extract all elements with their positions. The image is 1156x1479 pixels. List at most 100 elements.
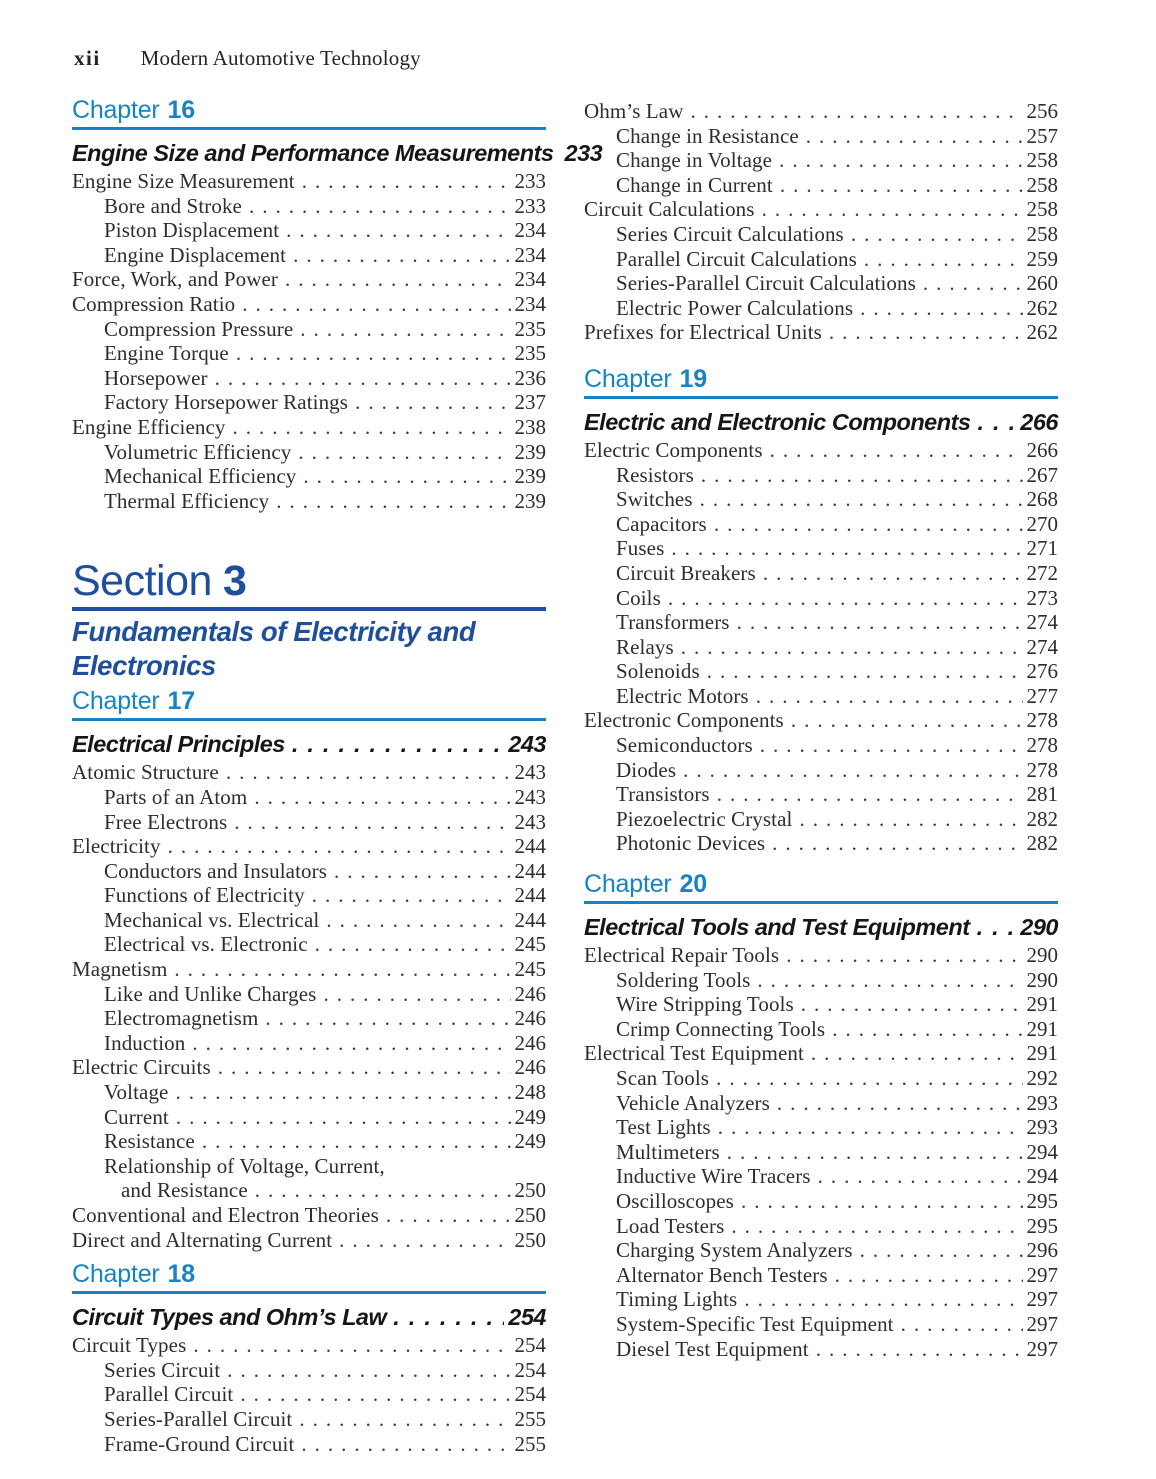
- toc-entry-page: 248: [514, 1080, 547, 1105]
- toc-entry: Resistors...............................…: [584, 463, 1058, 488]
- section-rule: [72, 607, 546, 612]
- toc-entry: Ohm’s Law...............................…: [584, 99, 1058, 124]
- toc-entry-page: 278: [1026, 757, 1059, 782]
- toc-entry-title: Alternator Bench Testers: [616, 1262, 828, 1287]
- toc-entry: Photonic Devices........................…: [584, 831, 1058, 856]
- dot-leader: ........................................…: [671, 536, 1022, 561]
- toc-entry-page: 246: [514, 1030, 547, 1055]
- toc-entry-page: 295: [1026, 1213, 1059, 1238]
- toc-entry-page: 282: [1026, 831, 1059, 856]
- toc-entry: Thermal Efficiency......................…: [72, 489, 546, 514]
- toc-entry-title: Electromagnetism: [104, 1006, 259, 1031]
- dot-leader: ........................................…: [755, 683, 1023, 708]
- toc-entry-page: 278: [1026, 708, 1059, 733]
- toc-entry-title: Switches: [616, 487, 693, 512]
- toc-entry-page: 234: [514, 267, 547, 292]
- dot-leader: ........................................…: [832, 1016, 1022, 1041]
- toc-entry-list: Engine Size Measurement.................…: [72, 169, 546, 513]
- toc-entry-title: Bore and Stroke: [104, 193, 242, 218]
- toc-entry-title: Change in Voltage: [616, 148, 773, 173]
- dot-leader: ........................................…: [300, 316, 511, 341]
- toc-entry: Conductors and Insulators...............…: [72, 859, 546, 884]
- toc-entry-page: 243: [514, 784, 547, 809]
- running-title: Modern Automotive Technology: [140, 46, 421, 70]
- toc-entry: Engine Displacement.....................…: [72, 243, 546, 268]
- dot-leader: ........................................…: [227, 1357, 510, 1382]
- toc-entry-page: 268: [1026, 487, 1059, 512]
- dot-leader: ........................................…: [286, 218, 511, 243]
- dot-leader: ........................................…: [175, 1080, 511, 1105]
- chapter-rule: [72, 718, 546, 722]
- toc-entry-title: Fuses: [616, 536, 665, 561]
- toc-entry-title: Engine Efficiency: [72, 414, 226, 439]
- dot-leader: ........................................…: [265, 1006, 510, 1031]
- dot-leader: ........................................…: [314, 932, 511, 957]
- toc-entry-title: Parallel Circuit Calculations: [616, 246, 857, 271]
- toc-entry: Free Electrons..........................…: [72, 810, 546, 835]
- toc-entry-title: Circuit Types: [72, 1333, 187, 1358]
- toc-entry: Electrical vs. Electronic...............…: [72, 932, 546, 957]
- toc-entry-title: Compression Ratio: [72, 291, 236, 316]
- dot-leader: ........................................…: [232, 414, 511, 439]
- toc-entry-title: Factory Horsepower Ratings: [104, 390, 349, 415]
- chapter-word: Chapter: [72, 1260, 160, 1289]
- toc-right-column: Ohm’s Law...............................…: [584, 0, 1058, 1361]
- toc-block-chapter-18: Chapter 18 Circuit Types and Ohm’s Law....…: [72, 1261, 546, 1456]
- toc-entry: Mechanical vs. Electrical...............…: [72, 908, 546, 933]
- toc-entry: Engine Torque...........................…: [72, 341, 546, 366]
- toc-entry-page: 250: [514, 1203, 547, 1227]
- toc-entry: Direct and Alternating Current..........…: [72, 1228, 546, 1253]
- chapter-start-page: 254: [508, 1304, 546, 1331]
- toc-entry: Timing Lights...........................…: [584, 1287, 1058, 1312]
- toc-entry-page: 258: [1026, 221, 1059, 246]
- toc-entry: Oscilloscopes...........................…: [584, 1189, 1058, 1214]
- dot-leader: ........................................…: [716, 1066, 1022, 1090]
- toc-entry-title: Frame-Ground Circuit: [104, 1431, 295, 1456]
- dot-leader: ........................................…: [301, 1431, 511, 1456]
- dot-leader: ........................................…: [786, 943, 1022, 968]
- toc-entry-title: Scan Tools: [616, 1066, 710, 1090]
- toc-entry-title: Series Circuit Calculations: [616, 221, 844, 246]
- toc-entry-page: 296: [1026, 1238, 1059, 1263]
- dot-leader: ........................................…: [214, 365, 511, 390]
- toc-entry-title: Electric Power Calculations: [616, 295, 854, 320]
- dot-leader: ........................................…: [744, 1287, 1023, 1312]
- toc-entry-page: 233: [514, 193, 547, 218]
- dot-leader: ........................................…: [815, 1336, 1023, 1361]
- dot-leader: ........................................…: [339, 1227, 511, 1252]
- toc-entry-title: Electrical Repair Tools: [584, 943, 780, 968]
- dot-leader: ........................................…: [790, 708, 1023, 733]
- toc-entry-page: 262: [1026, 320, 1059, 345]
- toc-entry-page: 266: [1026, 437, 1059, 462]
- toc-entry: Soldering Tools.........................…: [584, 968, 1058, 993]
- page-header: xii Modern Automotive Technology: [74, 46, 421, 71]
- dot-leader: ........................................…: [976, 914, 1017, 941]
- toc-entry-title: Ohm’s Law: [584, 99, 684, 123]
- toc-entry-title: Parallel Circuit: [104, 1382, 234, 1407]
- dot-leader: ........................................…: [828, 320, 1023, 345]
- toc-entry: and Resistance..........................…: [72, 1178, 546, 1203]
- dot-leader: ........................................…: [706, 659, 1023, 684]
- chapter-title-row: Engine Size and Performance Measurements…: [72, 139, 603, 167]
- dot-leader: ........................................…: [700, 462, 1023, 487]
- toc-entry-page: 260: [1026, 271, 1059, 296]
- toc-entry: Piston Displacement.....................…: [72, 218, 546, 243]
- toc-entry-title: Diodes: [616, 757, 677, 782]
- toc-entry: Frame-Ground Circuit....................…: [72, 1432, 546, 1457]
- dot-leader: ........................................…: [740, 1188, 1023, 1213]
- toc-entry-page: 234: [514, 218, 547, 243]
- chapter-title-row: Circuit Types and Ohm’s Law.............…: [72, 1303, 546, 1331]
- toc-entry-title: Circuit Calculations: [584, 197, 755, 222]
- toc-entry-title: Conventional and Electron Theories: [72, 1203, 379, 1227]
- dot-leader: ........................................…: [234, 809, 511, 834]
- toc-entry-title: Transformers: [616, 610, 730, 635]
- toc-entry-title: Semiconductors: [616, 733, 753, 758]
- toc-entry-page: 244: [514, 883, 547, 908]
- chapter-number: 17: [167, 687, 196, 716]
- dot-leader: ........................................…: [922, 271, 1023, 296]
- toc-entry: Electric Motors.........................…: [584, 684, 1058, 709]
- toc-entry: Series-Parallel Circuit.................…: [72, 1407, 546, 1432]
- toc-entry: Like and Unlike Charges.................…: [72, 982, 546, 1007]
- toc-entry: Parallel Circuit........................…: [72, 1382, 546, 1407]
- toc-entry-title: Voltage: [104, 1080, 169, 1105]
